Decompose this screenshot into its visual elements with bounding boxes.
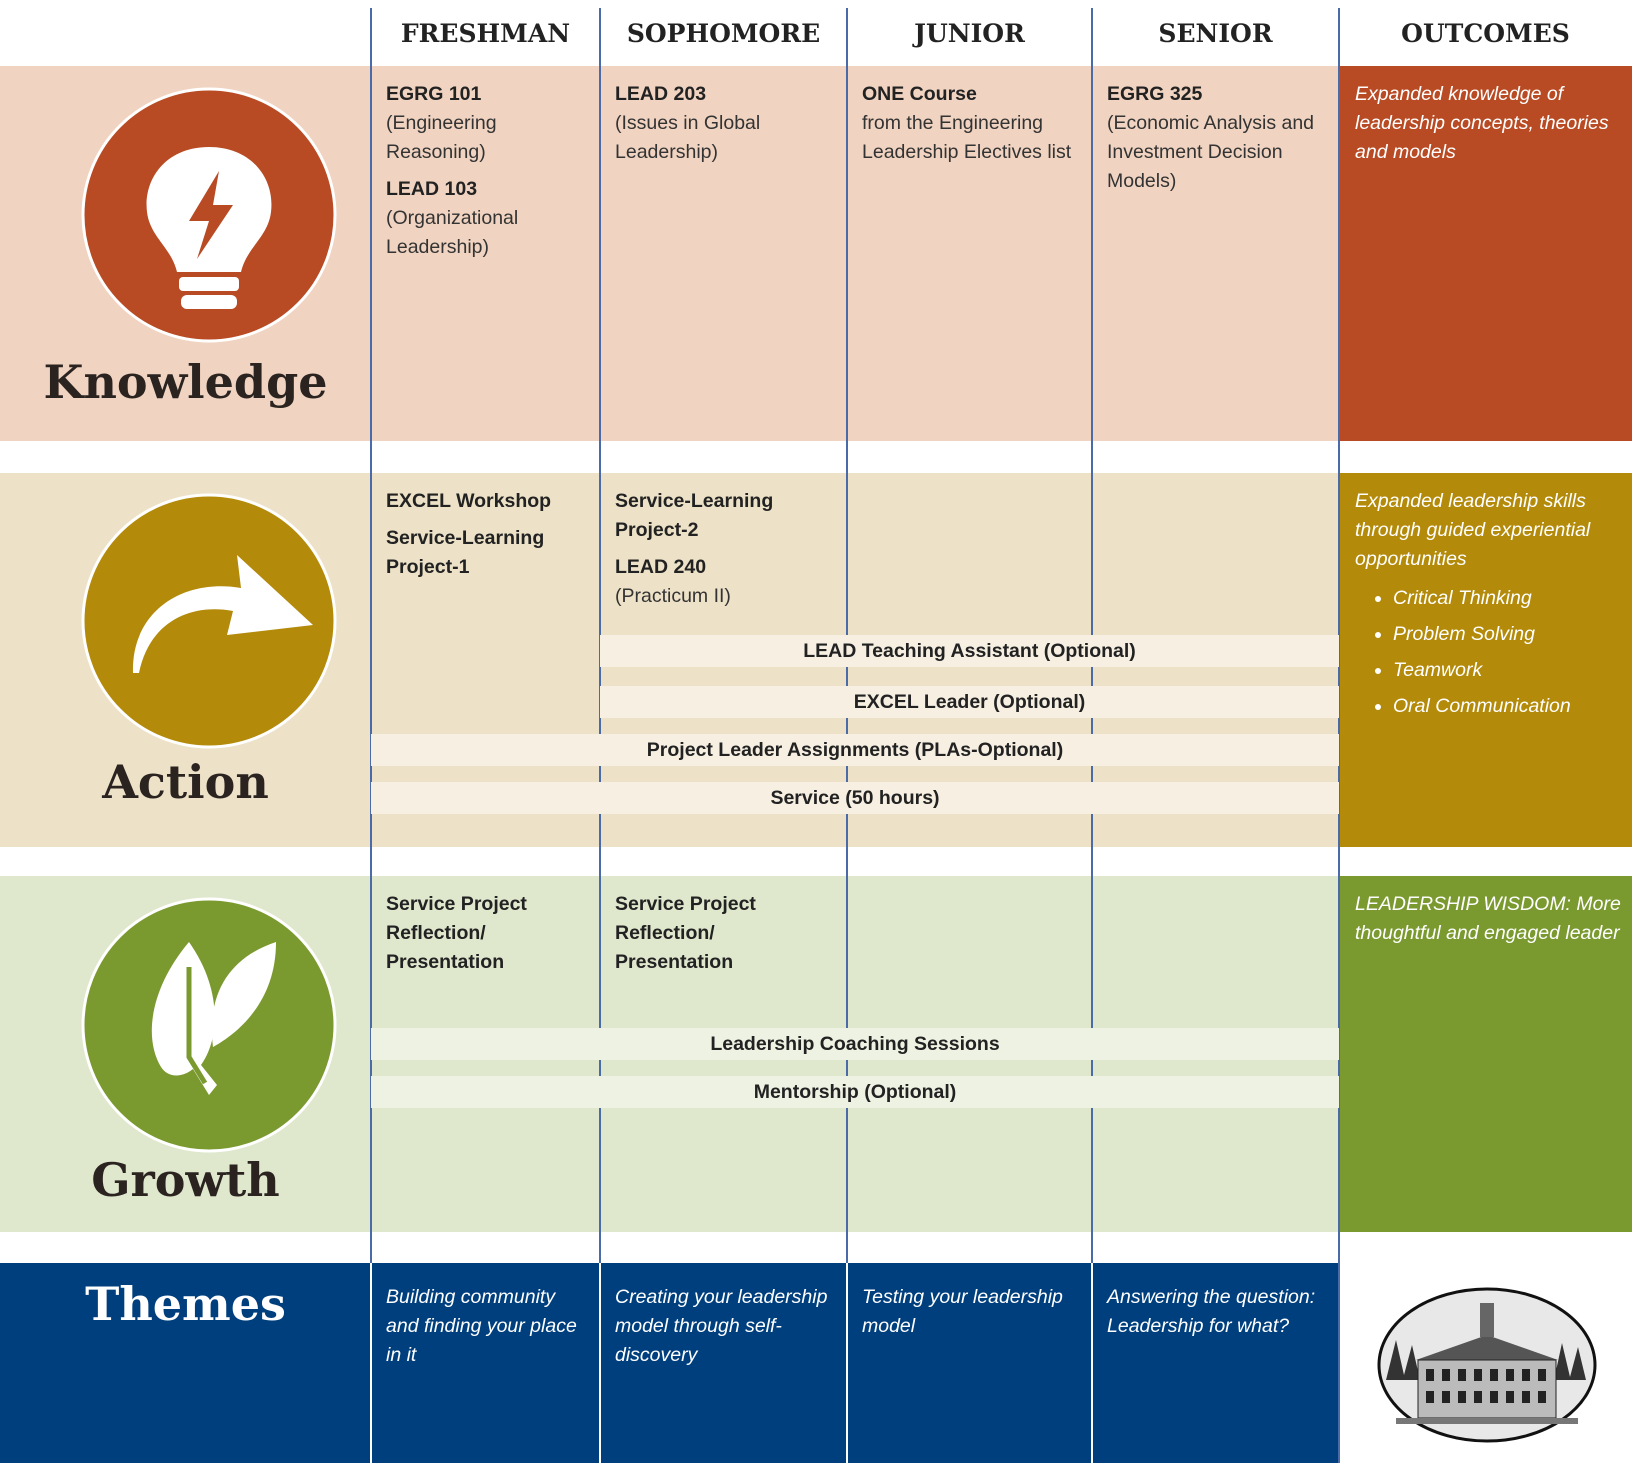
course-item: Service-Learning Project-2 bbox=[615, 487, 837, 545]
course-item: Service-Learning Project-1 bbox=[386, 524, 590, 582]
theme-text: Answering the question: Leadership for w… bbox=[1107, 1286, 1316, 1337]
outcome-summary: Expanded knowledge of leadership concept… bbox=[1355, 83, 1609, 163]
outcome-bullet: Oral Communication bbox=[1393, 688, 1622, 724]
column-header: OUTCOMES bbox=[1401, 18, 1570, 48]
course-title: Service-Learning Project-2 bbox=[615, 490, 774, 541]
action-icon bbox=[81, 493, 337, 749]
outcome-list: Critical ThinkingProblem SolvingTeamwork… bbox=[1355, 580, 1622, 724]
outcome-bullet: Critical Thinking bbox=[1393, 580, 1622, 616]
row-label: Knowledge bbox=[43, 355, 328, 409]
knowledge-outcome-bg bbox=[1339, 66, 1632, 441]
course-title: Service Project Reflection/ Presentation bbox=[615, 893, 756, 973]
course-title: Service-Learning Project-1 bbox=[386, 527, 545, 578]
outcome-text: Expanded leadership skills through guide… bbox=[1339, 473, 1632, 724]
course-title: EGRG 325 bbox=[1107, 83, 1203, 105]
course-cell: LEAD 203 (Issues in Global Leadership) bbox=[600, 66, 847, 175]
course-item: EGRG 101 (Engineering Reasoning) bbox=[386, 80, 590, 167]
row-label: Themes bbox=[85, 1277, 286, 1331]
course-description: from the Engineering Leadership Elective… bbox=[862, 112, 1072, 163]
theme-text: Creating your leadership model through s… bbox=[615, 1286, 828, 1366]
course-title: LEAD 203 bbox=[615, 83, 707, 105]
course-cell: Service Project Reflection/ Presentation bbox=[371, 876, 600, 985]
column-header: FRESHMAN bbox=[400, 18, 571, 48]
activity-bar: Project Leader Assignments (PLAs-Optiona… bbox=[371, 734, 1339, 766]
outcome-bullet: Problem Solving bbox=[1393, 616, 1622, 652]
course-item: ONE Course from the Engineering Leadershi… bbox=[862, 80, 1082, 167]
activity-bar: Mentorship (Optional) bbox=[371, 1076, 1339, 1108]
course-title: Service Project Reflection/ Presentation bbox=[386, 893, 527, 973]
course-item: EXCEL Workshop bbox=[386, 487, 590, 516]
outcome-bullet: Teamwork bbox=[1393, 652, 1622, 688]
activity-bar: EXCEL Leader (Optional) bbox=[600, 686, 1339, 718]
course-item: EGRG 325 (Economic Analysis and Investmen… bbox=[1107, 80, 1329, 196]
course-cell: EXCEL Workshop Service-Learning Project-1 bbox=[371, 473, 600, 590]
course-description: (Organizational Leadership) bbox=[386, 207, 519, 258]
theme-text: Testing your leadership model bbox=[862, 1286, 1063, 1337]
growth-icon bbox=[81, 897, 337, 1153]
outcome-summary: Expanded leadership skills through guide… bbox=[1355, 490, 1591, 570]
action-outcome-bg bbox=[1339, 473, 1632, 847]
column-header: SOPHOMORE bbox=[626, 18, 821, 48]
theme-divider bbox=[1091, 1263, 1093, 1463]
growth-outcome-bg bbox=[1339, 876, 1632, 1232]
course-item: LEAD 203 (Issues in Global Leadership) bbox=[615, 80, 837, 167]
course-item: LEAD 103 (Organizational Leadership) bbox=[386, 175, 590, 262]
course-item: Service Project Reflection/ Presentation bbox=[615, 890, 837, 977]
building-picture bbox=[1377, 1287, 1597, 1443]
activity-bar: LEAD Teaching Assistant (Optional) bbox=[600, 635, 1339, 667]
theme-divider bbox=[599, 1263, 601, 1463]
course-item: Service Project Reflection/ Presentation bbox=[386, 890, 590, 977]
column-divider bbox=[370, 8, 372, 1463]
course-title: EXCEL Workshop bbox=[386, 490, 552, 512]
course-cell: Service-Learning Project-2 LEAD 240 (Pract… bbox=[600, 473, 847, 619]
row-label: Growth bbox=[91, 1153, 280, 1207]
course-description: (Economic Analysis and Investment Decisi… bbox=[1107, 112, 1315, 192]
theme-divider bbox=[370, 1263, 372, 1463]
course-cell: EGRG 325 (Economic Analysis and Investmen… bbox=[1092, 66, 1339, 204]
course-cell: Service Project Reflection/ Presentation bbox=[600, 876, 847, 985]
course-description: (Issues in Global Leadership) bbox=[615, 112, 761, 163]
course-description: (Engineering Reasoning) bbox=[386, 112, 497, 163]
course-title: LEAD 103 bbox=[386, 178, 478, 200]
course-title: EGRG 101 bbox=[386, 83, 482, 105]
row-label: Action bbox=[102, 755, 269, 809]
themes-bg bbox=[0, 1263, 1339, 1463]
outcome-text: LEADERSHIP WISDOM: More thoughtful and e… bbox=[1339, 876, 1632, 948]
theme-divider bbox=[846, 1263, 848, 1463]
knowledge-icon bbox=[81, 87, 337, 343]
outcome-summary: LEADERSHIP WISDOM: More thoughtful and e… bbox=[1355, 893, 1621, 944]
activity-bar: Leadership Coaching Sessions bbox=[371, 1028, 1339, 1060]
course-description: (Practicum II) bbox=[615, 585, 731, 607]
course-title: ONE Course bbox=[862, 83, 977, 105]
activity-bar: Service (50 hours) bbox=[371, 782, 1339, 814]
course-cell: ONE Course from the Engineering Leadershi… bbox=[847, 66, 1092, 175]
theme-text: Building community and finding your plac… bbox=[386, 1286, 577, 1366]
column-header: SENIOR bbox=[1158, 18, 1273, 48]
course-cell: EGRG 101 (Engineering Reasoning) LEAD 103 (… bbox=[371, 66, 600, 270]
column-header: JUNIOR bbox=[914, 18, 1025, 48]
course-title: LEAD 240 bbox=[615, 556, 707, 578]
outcome-text: Expanded knowledge of leadership concept… bbox=[1339, 66, 1632, 167]
course-item: LEAD 240 (Practicum II) bbox=[615, 553, 837, 611]
